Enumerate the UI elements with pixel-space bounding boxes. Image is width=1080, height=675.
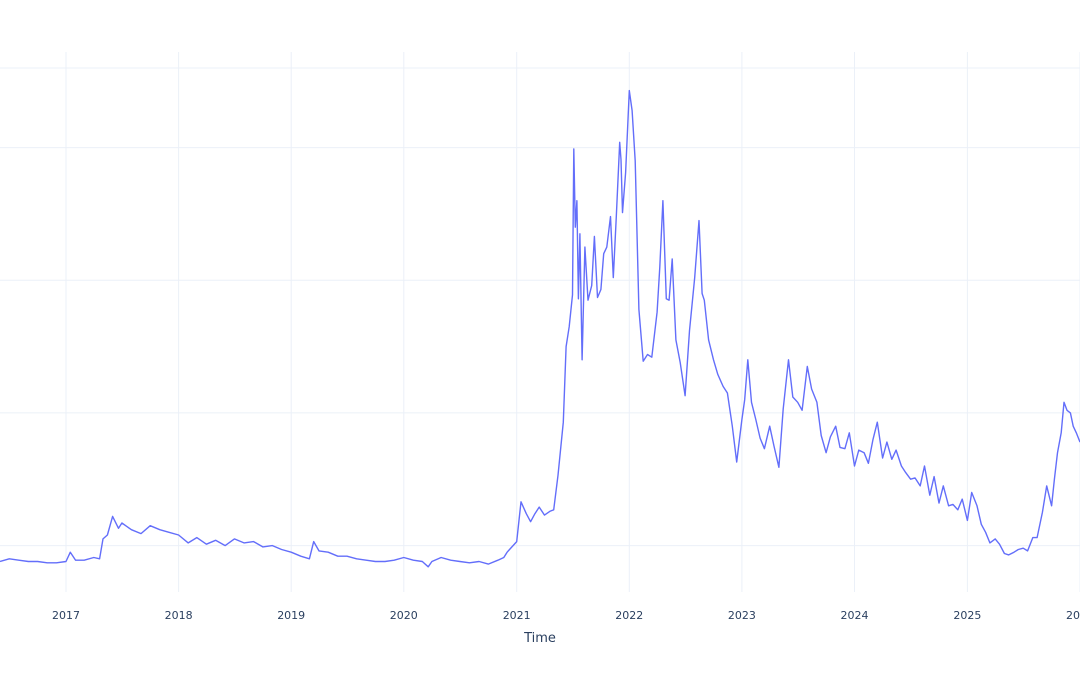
series-line xyxy=(0,89,1080,568)
x-tick-label: 2019 xyxy=(277,609,305,622)
x-tick-label: 2017 xyxy=(52,609,80,622)
x-axis-title: Time xyxy=(523,631,556,646)
x-tick-label: 2022 xyxy=(615,609,643,622)
x-tick-label: 2025 xyxy=(953,609,981,622)
x-tick-label: 2020 xyxy=(390,609,418,622)
x-tick-label: 2023 xyxy=(728,609,756,622)
x-tick-label: 2024 xyxy=(841,609,869,622)
x-tick-label: 2026 xyxy=(1066,609,1080,622)
plot-area xyxy=(0,89,1080,568)
x-axis-ticks: 2017 2018 2019 2020 2021 2022 2023 2024 2025 2026 xyxy=(52,609,1080,622)
x-tick-label: 2021 xyxy=(503,609,531,622)
gridlines xyxy=(0,52,1080,592)
x-tick-label: 2018 xyxy=(165,609,193,622)
